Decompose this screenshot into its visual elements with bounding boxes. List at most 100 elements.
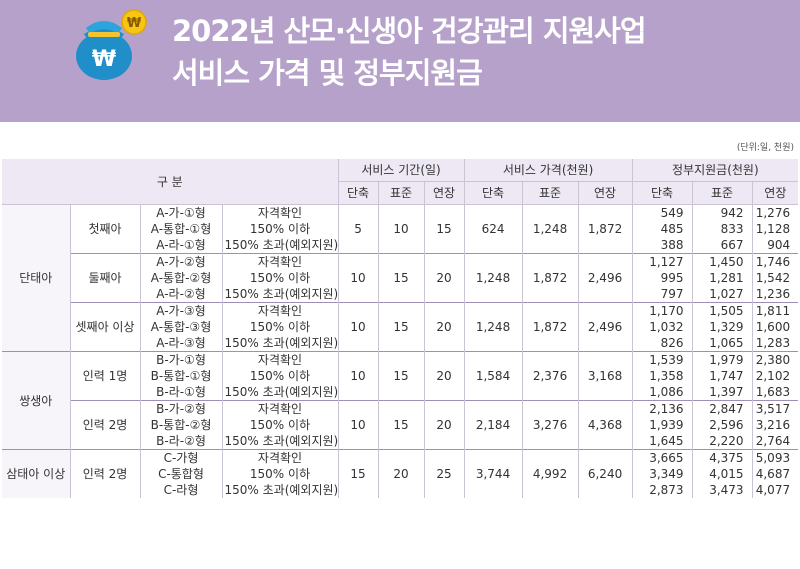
subsidy-cell: 2,220 [691, 433, 753, 450]
subsidy-cell: 667 [691, 237, 753, 254]
subsidy-cell: 5,093 [751, 449, 799, 466]
subsidy-cell: 1,127 [631, 253, 693, 270]
price-cell: 2,376 [521, 351, 579, 401]
table-row: A-통합-①형 150% 이하 485 833 1,128 [2, 221, 799, 237]
group-label: 삼태아 이상 [2, 449, 70, 498]
subsidy-cell: 1,358 [631, 368, 693, 384]
header-sub: 연장 [751, 181, 799, 205]
table-row: 둘째아 A-가-②형 자격확인 10 15 20 1,248 1,872 2,4… [2, 253, 799, 303]
service-type: A-라-①형 [139, 237, 222, 254]
price-cell: 4,368 [577, 400, 633, 450]
price-cell: 3,744 [463, 449, 523, 498]
subsidy-cell: 2,136 [631, 400, 693, 417]
header-sub: 표준 [377, 181, 425, 205]
header-sub: 표준 [521, 181, 579, 205]
service-type: C-통합형 [139, 466, 222, 482]
header-category: 구 분 [2, 159, 339, 205]
period-cell: 10 [337, 253, 379, 303]
price-cell: 1,872 [521, 302, 579, 352]
price-cell: 1,248 [463, 302, 523, 352]
income-criteria: 150% 이하 [221, 221, 339, 237]
table-row: A-라-③형 150% 초과(예외지원) 826 1,065 1,283 [2, 335, 799, 352]
subsidy-cell: 4,015 [691, 466, 753, 482]
income-criteria: 자격확인 [221, 400, 339, 417]
period-cell: 20 [423, 351, 465, 401]
service-type: B-가-②형 [139, 400, 222, 417]
price-cell: 4,992 [521, 449, 579, 498]
period-cell: 15 [377, 351, 425, 401]
subsidy-cell: 1,811 [751, 302, 799, 319]
service-type: A-라-②형 [139, 286, 222, 303]
period-cell: 20 [423, 253, 465, 303]
subsidy-cell: 942 [691, 204, 753, 221]
money-pouch-won-icon: ₩ ₩ [76, 9, 147, 80]
price-cell: 1,872 [521, 253, 579, 303]
subsidy-cell: 1,329 [691, 319, 753, 335]
price-cell: 1,584 [463, 351, 523, 401]
subsidy-cell: 904 [751, 237, 799, 254]
period-cell: 5 [337, 204, 379, 254]
price-cell: 1,872 [577, 204, 633, 254]
subsidy-cell: 3,473 [691, 482, 753, 498]
unit-note: (단위:일, 천원) [736, 143, 794, 153]
service-type: A-라-③형 [139, 335, 222, 352]
service-type: A-가-③형 [139, 302, 222, 319]
subsidy-cell: 1,281 [691, 270, 753, 286]
period-cell: 15 [337, 449, 379, 498]
service-type: A-가-②형 [139, 253, 222, 270]
header-sub: 연장 [577, 181, 633, 205]
table-row: B-라-①형 150% 초과(예외지원) 1,086 1,397 1,683 [2, 384, 799, 401]
price-cell: 2,496 [577, 302, 633, 352]
subgroup-label: 첫째아 [69, 204, 140, 254]
table-row: A-통합-②형 150% 이하 995 1,281 1,542 [2, 270, 799, 286]
subsidy-cell: 1,746 [751, 253, 799, 270]
subsidy-cell: 833 [691, 221, 753, 237]
table-row: A-통합-③형 150% 이하 1,032 1,329 1,600 [2, 319, 799, 335]
service-type: C-가형 [139, 449, 222, 466]
period-cell: 20 [423, 302, 465, 352]
subsidy-cell: 1,539 [631, 351, 693, 368]
subsidy-cell: 1,979 [691, 351, 753, 368]
table-row: 셋째아 이상 A-가-③형 자격확인 10 15 20 1,248 1,872 … [2, 302, 799, 352]
group-label: 단태아 [2, 204, 70, 352]
income-criteria: 150% 초과(예외지원) [221, 433, 339, 450]
subsidy-cell: 388 [631, 237, 693, 254]
period-cell: 25 [423, 449, 465, 498]
income-criteria: 150% 초과(예외지원) [221, 335, 339, 352]
table-row: 삼태아 이상 인력 2명 C-가형 자격확인 15 20 25 3,744 4,… [2, 449, 799, 498]
income-criteria: 자격확인 [221, 351, 339, 368]
subsidy-cell: 2,102 [751, 368, 799, 384]
subgroup-label: 인력 2명 [69, 400, 140, 450]
page-title: 2022년 산모·신생아 건강관리 지원사업 [172, 14, 647, 48]
subsidy-cell: 2,380 [751, 351, 799, 368]
price-cell: 2,184 [463, 400, 523, 450]
period-cell: 10 [337, 400, 379, 450]
subsidy-cell: 3,349 [631, 466, 693, 482]
subsidy-cell: 3,517 [751, 400, 799, 417]
table-body: 단태아 첫째아 A-가-①형 자격확인 5 10 15 624 1,248 1,… [2, 204, 799, 498]
subsidy-cell: 1,645 [631, 433, 693, 450]
group-label: 쌍생아 [2, 351, 70, 450]
page-subtitle: 서비스 가격 및 정부지원금 [172, 56, 483, 90]
subsidy-cell: 1,170 [631, 302, 693, 319]
price-cell: 2,496 [577, 253, 633, 303]
table-row: B-라-②형 150% 초과(예외지원) 1,645 2,220 2,764 [2, 433, 799, 450]
subgroup-label: 셋째아 이상 [69, 302, 140, 352]
income-criteria: 150% 초과(예외지원) [221, 286, 339, 303]
header-sub: 단축 [337, 181, 379, 205]
subsidy-cell: 1,283 [751, 335, 799, 352]
subsidy-cell: 1,236 [751, 286, 799, 303]
price-cell: 3,276 [521, 400, 579, 450]
price-cell: 1,248 [463, 253, 523, 303]
subsidy-cell: 485 [631, 221, 693, 237]
header-sub: 단축 [631, 181, 693, 205]
income-criteria: 150% 이하 [221, 368, 339, 384]
subsidy-cell: 1,032 [631, 319, 693, 335]
income-criteria: 150% 이하 [221, 417, 339, 433]
table-row: 단태아 첫째아 A-가-①형 자격확인 5 10 15 624 1,248 1,… [2, 204, 799, 352]
subsidy-cell: 1,505 [691, 302, 753, 319]
period-cell: 20 [377, 449, 425, 498]
subsidy-cell: 1,542 [751, 270, 799, 286]
table-row: B-통합-①형 150% 이하 1,358 1,747 2,102 [2, 368, 799, 384]
period-cell: 15 [377, 253, 425, 303]
